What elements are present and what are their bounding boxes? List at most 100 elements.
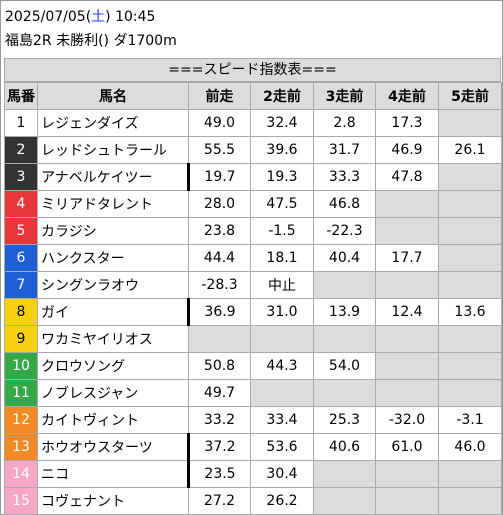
col-header-horse-name: 馬名 [37,82,189,110]
speed-index-cell: 17.3 [375,109,439,137]
col-header-horse-number: 馬番 [4,82,38,110]
speed-index-cell [438,190,502,218]
speed-index-cell: 54.0 [313,352,376,380]
speed-index-cell: 30.4 [250,460,314,488]
speed-index-cell: -28.3 [188,271,251,299]
speed-index-cell: 27.2 [188,487,251,515]
speed-index-cell [438,487,502,515]
col-header-2-races-ago: 2走前 [250,82,314,110]
speed-index-cell: 61.0 [375,433,439,461]
speed-index-cell: 13.9 [313,298,376,326]
table-row: 15 コヴェナント 27.2 26.2 [4,487,502,515]
speed-index-cell [313,271,376,299]
table-header-row: 馬番 馬名 前走 2走前 3走前 4走前 5走前 [4,82,502,110]
speed-index-cell: 36.9 [188,298,251,326]
speed-index-cell [375,190,439,218]
race-time: 10:45 [115,9,156,25]
speed-index-cell: 19.7 [188,163,251,191]
speed-index-cell: 46.9 [375,136,439,164]
horse-number: 2 [4,136,38,164]
speed-index-cell [375,487,439,515]
horse-number: 12 [4,406,38,434]
table-row: 2 レッドシュトラール 55.5 39.6 31.7 46.9 26.1 [4,136,502,164]
speed-index-cell: 47.8 [375,163,439,191]
horse-number: 11 [4,379,38,407]
speed-index-cell: 26.2 [250,487,314,515]
speed-index-cell: 47.5 [250,190,314,218]
speed-index-cell: 33.4 [250,406,314,434]
horse-name: ニコ [37,460,190,488]
speed-index-cell: 23.5 [188,460,251,488]
table-row: 13 ホウオウスターツ 37.2 53.6 40.6 61.0 46.0 [4,433,502,461]
race-datetime: 2025/07/05(土) 10:45 [5,9,156,25]
table-banner: ===スピード指数表=== [4,58,501,82]
speed-index-cell: 44.3 [250,352,314,380]
speed-index-cell: 39.6 [250,136,314,164]
col-header-3-races-ago: 3走前 [313,82,376,110]
speed-index-cell: -22.3 [313,217,376,245]
speed-index-cell [438,163,502,191]
col-header-4-races-ago: 4走前 [375,82,439,110]
horse-number: 1 [4,109,38,137]
speed-index-cell: 17.7 [375,244,439,272]
speed-index-cell [438,217,502,245]
speed-index-cell: 53.6 [250,433,314,461]
race-day: 土 [91,9,106,25]
speed-index-cell: 46.0 [438,433,502,461]
speed-index-cell: -3.1 [438,406,502,434]
speed-index-cell [313,460,376,488]
speed-index-cell: 33.3 [313,163,376,191]
table-row: 3 アナベルケイツー 19.7 19.3 33.3 47.8 [4,163,502,191]
speed-index-cell: 37.2 [188,433,251,461]
table-row: 6 ハンクスター 44.4 18.1 40.4 17.7 [4,244,502,272]
speed-index-cell: 49.0 [188,109,251,137]
horse-name: ホウオウスターツ [37,433,190,461]
speed-index-cell: 18.1 [250,244,314,272]
speed-index-cell: 50.8 [188,352,251,380]
table-row: 14 ニコ 23.5 30.4 [4,460,502,488]
table-row: 9 ワカミヤイリオス [4,325,502,353]
speed-index-cell: 26.1 [438,136,502,164]
horse-number: 9 [4,325,38,353]
speed-index-cell: 12.4 [375,298,439,326]
speed-index-cell [313,325,376,353]
table-row: 4 ミリアドタレント 28.0 47.5 46.8 [4,190,502,218]
horse-name: レジェンダイズ [37,109,189,137]
speed-index-cell [188,325,251,353]
speed-index-cell: 23.8 [188,217,251,245]
horse-name: アナベルケイツー [37,163,190,191]
speed-index-cell: -32.0 [375,406,439,434]
speed-index-cell [438,379,502,407]
speed-index-cell: 28.0 [188,190,251,218]
horse-name: ハンクスター [37,244,189,272]
horse-number: 3 [4,163,38,191]
speed-index-cell [438,325,502,353]
speed-index-cell [375,271,439,299]
table-row: 5 カラジシ 23.8 -1.5 -22.3 [4,217,502,245]
horse-name: カラジシ [37,217,189,245]
speed-index-cell [438,352,502,380]
table-row: 11 ノブレスジャン 49.7 [4,379,502,407]
speed-index-cell [375,460,439,488]
speed-index-cell [250,325,314,353]
race-info: 福島2R 未勝利() ダ1700m [5,33,177,49]
speed-index-cell: 31.0 [250,298,314,326]
speed-index-cell: 19.3 [250,163,314,191]
horse-name: カイトヴィント [37,406,189,434]
horse-number: 4 [4,190,38,218]
col-header-last-race: 前走 [188,82,251,110]
horse-number: 6 [4,244,38,272]
horse-number: 15 [4,487,38,515]
table-row: 10 クロウソング 50.8 44.3 54.0 [4,352,502,380]
horse-name: レッドシュトラール [37,136,189,164]
table-row: 7 シングンラオウ -28.3 中止 [4,271,502,299]
horse-name: ワカミヤイリオス [37,325,189,353]
horse-number: 14 [4,460,38,488]
horse-name: ガイ [37,298,190,326]
speed-index-cell: 33.2 [188,406,251,434]
horse-number: 13 [4,433,38,461]
col-header-5-races-ago: 5走前 [438,82,502,110]
speed-index-cell [313,379,376,407]
speed-index-cell: 32.4 [250,109,314,137]
